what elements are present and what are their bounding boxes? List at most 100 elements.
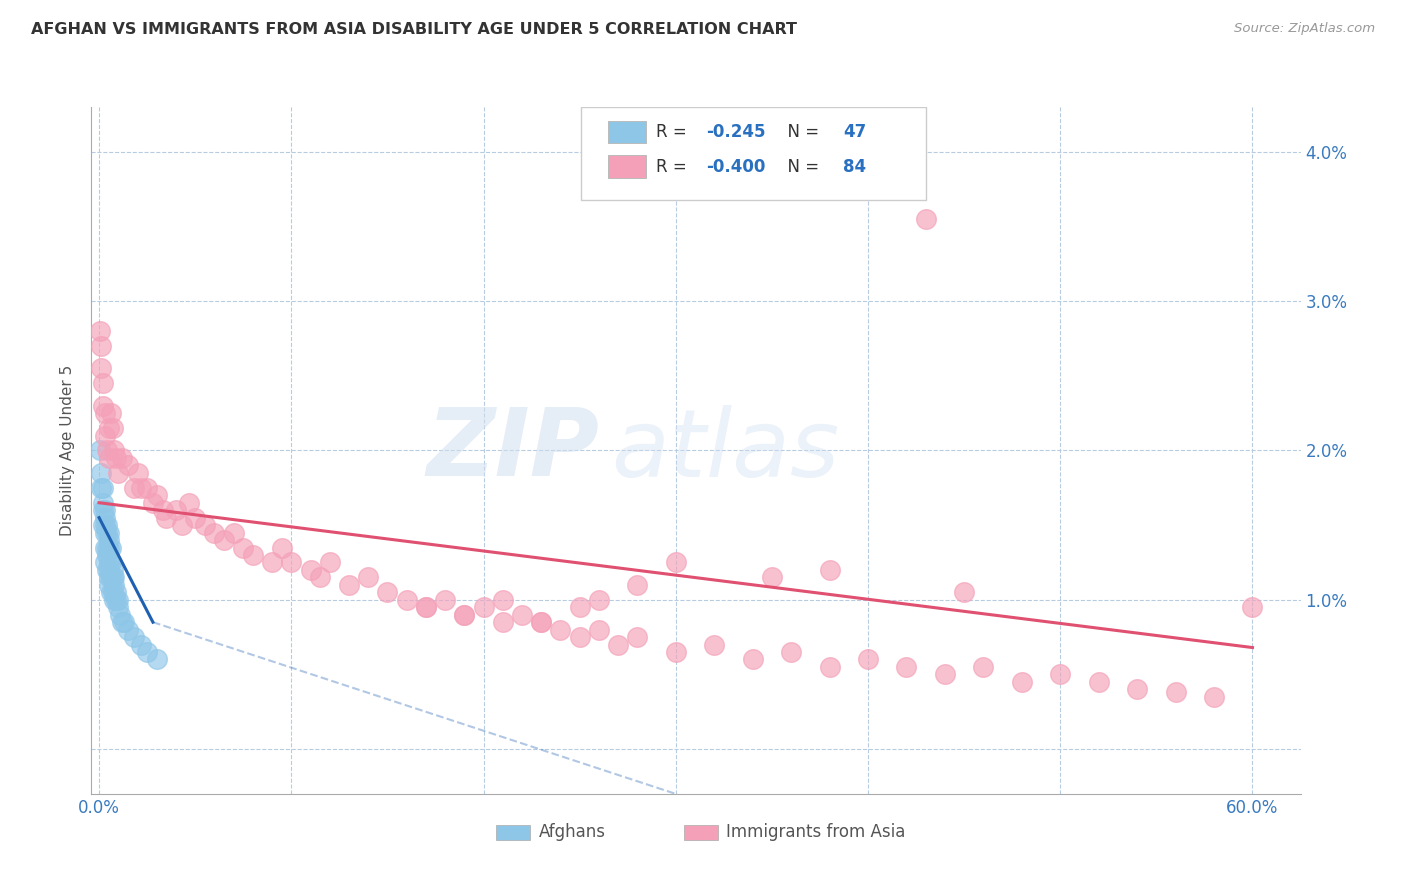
Point [165, 503, 187, 517]
Point [1011, 674, 1033, 689]
Point [96, 525, 118, 540]
Point [101, 563, 124, 577]
Point [97, 541, 120, 555]
Text: Source: ZipAtlas.com: Source: ZipAtlas.com [1234, 22, 1375, 36]
Point [122, 481, 145, 495]
Point [105, 450, 128, 465]
Point [434, 592, 457, 607]
Point [96, 443, 118, 458]
Text: R =: R = [657, 123, 692, 142]
Text: atlas: atlas [612, 405, 839, 496]
Point [204, 525, 226, 540]
Point [761, 570, 783, 584]
Point [914, 212, 936, 227]
Text: R =: R = [657, 158, 692, 176]
FancyBboxPatch shape [496, 825, 530, 840]
Point [472, 600, 495, 615]
Point [131, 638, 153, 652]
Point [105, 585, 128, 599]
Point [101, 570, 124, 584]
Point [100, 556, 122, 570]
Point [155, 510, 177, 524]
Point [170, 518, 193, 533]
Point [100, 585, 122, 599]
Point [127, 466, 149, 480]
Point [453, 607, 475, 622]
Point [122, 630, 145, 644]
Point [96, 518, 118, 533]
Point [94, 428, 117, 442]
Point [222, 525, 245, 540]
Point [91, 481, 114, 495]
Point [492, 615, 515, 630]
Point [626, 630, 648, 644]
Point [91, 518, 114, 533]
Point [152, 503, 174, 517]
Point [1202, 690, 1225, 704]
Text: N =: N = [778, 123, 824, 142]
Text: Immigrants from Asia: Immigrants from Asia [725, 822, 905, 840]
Point [184, 510, 207, 524]
Point [1241, 600, 1264, 615]
Point [96, 563, 118, 577]
Point [530, 615, 553, 630]
Point [97, 563, 120, 577]
Text: 84: 84 [844, 158, 866, 176]
Text: -0.400: -0.400 [706, 158, 765, 176]
Point [1164, 685, 1187, 699]
Point [818, 660, 841, 674]
Point [510, 607, 533, 622]
FancyBboxPatch shape [607, 155, 647, 178]
Point [415, 600, 437, 615]
Text: -0.245: -0.245 [706, 123, 765, 142]
Point [90, 339, 112, 353]
Point [741, 652, 763, 666]
Point [103, 570, 125, 584]
Point [97, 570, 120, 584]
Point [568, 630, 591, 644]
Point [550, 623, 572, 637]
Point [97, 421, 120, 435]
Point [94, 503, 117, 517]
Point [96, 548, 118, 562]
Point [934, 667, 956, 681]
Text: N =: N = [778, 158, 824, 176]
FancyBboxPatch shape [581, 107, 925, 200]
Point [309, 570, 332, 584]
Point [665, 556, 688, 570]
Point [280, 556, 302, 570]
Point [111, 615, 134, 630]
Point [91, 496, 114, 510]
Point [270, 541, 292, 555]
Point [453, 607, 475, 622]
Point [97, 578, 120, 592]
Point [117, 623, 139, 637]
Point [142, 496, 165, 510]
Point [94, 518, 117, 533]
Point [90, 466, 112, 480]
Point [107, 466, 129, 480]
Point [94, 541, 117, 555]
Point [1087, 674, 1109, 689]
Point [100, 541, 122, 555]
Point [91, 503, 114, 517]
Point [242, 548, 264, 562]
Point [89, 443, 111, 458]
Point [94, 556, 117, 570]
Point [607, 638, 630, 652]
Point [97, 533, 120, 547]
Point [112, 615, 135, 630]
Point [97, 450, 120, 465]
Point [588, 592, 610, 607]
Point [818, 563, 841, 577]
Point [96, 541, 118, 555]
Point [568, 600, 591, 615]
FancyBboxPatch shape [683, 825, 717, 840]
Point [94, 525, 117, 540]
Text: ZIP: ZIP [426, 404, 599, 497]
Point [145, 652, 167, 666]
Point [319, 556, 342, 570]
Point [111, 450, 134, 465]
Point [703, 638, 725, 652]
Point [194, 518, 217, 533]
